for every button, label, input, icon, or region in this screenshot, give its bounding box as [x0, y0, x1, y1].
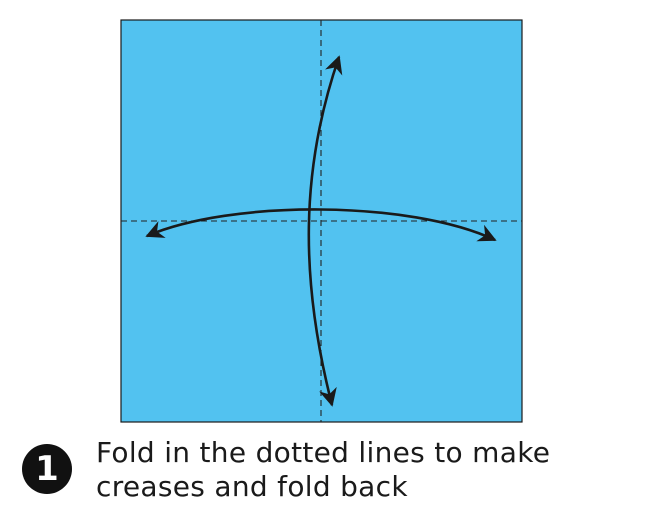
step-instruction: 1 Fold in the dotted lines to make creas…: [22, 432, 632, 512]
origami-diagram: [120, 19, 523, 423]
step-text-line-2: creases and fold back: [96, 470, 408, 503]
step-number-badge: 1: [22, 444, 72, 494]
step-text: Fold in the dotted lines to make creases…: [96, 436, 626, 504]
step-text-line-1: Fold in the dotted lines to make: [96, 436, 551, 469]
horizontal-curved-arrow-icon: [145, 208, 497, 242]
